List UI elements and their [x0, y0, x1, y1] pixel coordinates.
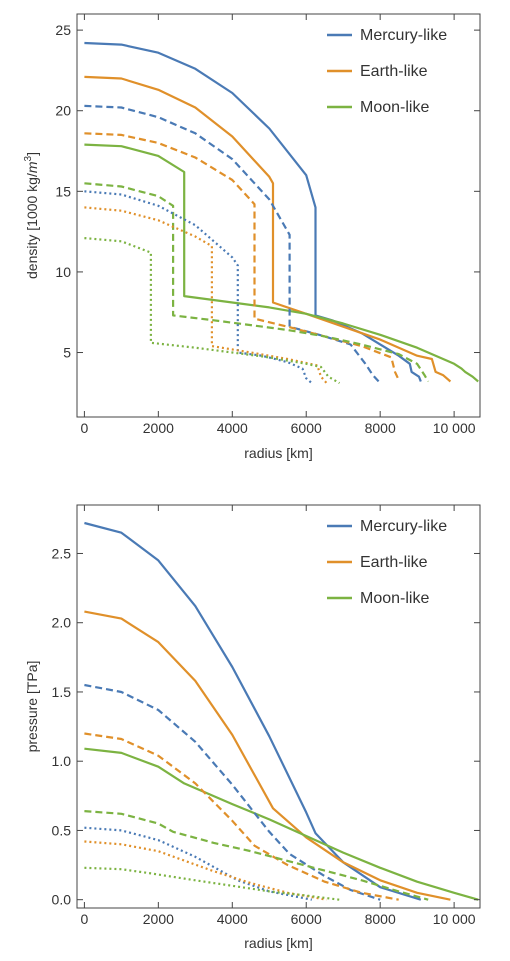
plot-frame — [76, 504, 481, 909]
x-tick-label: 0 — [80, 911, 88, 927]
x-axis-label: radius [km] — [244, 445, 312, 461]
density-chart-figure: 0 2000 4000 6000 8000 10 000 5 10 15 20 25 radius [… — [0, 0, 510, 475]
y-tick-label: 10 — [55, 264, 71, 280]
density-chart: 0 2000 4000 6000 8000 10 000 5 10 15 20 25 radius [… — [23, 13, 481, 461]
x-tick-label: 4000 — [217, 911, 248, 927]
series-line-earth-like — [84, 610, 451, 901]
plot-frame — [76, 13, 481, 418]
y-tick-label: 25 — [55, 22, 71, 38]
y-tick-label: 2.0 — [52, 615, 72, 631]
series-line-dotted-7 — [84, 206, 328, 384]
x-tick-label: 4000 — [217, 420, 248, 436]
y-tick-label: 0.5 — [52, 822, 72, 838]
x-tick-label: 2000 — [143, 420, 174, 436]
pressure-chart: 0 2000 4000 6000 8000 10 000 0.0 0.5 1.0 1.5 2.0 2.… — [24, 504, 481, 951]
x-tick-label: 0 — [80, 420, 88, 436]
y-tick-label: 15 — [55, 183, 71, 199]
x-tick-label: 10 000 — [433, 420, 476, 436]
y-tick-label: 2.5 — [52, 545, 72, 561]
series-line-dashed-4 — [84, 732, 399, 901]
legend-label-moon-like: Moon-like — [360, 99, 429, 116]
series-line-dashed-5 — [84, 810, 429, 901]
x-tick-label: 6000 — [291, 911, 322, 927]
series-line-moon-like — [84, 143, 479, 383]
x-tick-label: 2000 — [143, 911, 174, 927]
series-line-dotted-7 — [84, 840, 327, 901]
y-axis-label: pressure [TPa] — [24, 661, 40, 753]
series-line-dotted-8 — [84, 237, 341, 385]
x-tick-label: 8000 — [365, 420, 396, 436]
legend-label-moon-like: Moon-like — [360, 590, 429, 607]
series-line-dotted-6 — [84, 190, 313, 384]
series-line-mercury-like — [84, 41, 422, 382]
legend-label-mercury-like: Mercury-like — [360, 27, 447, 44]
series-line-earth-like — [84, 75, 452, 383]
series-line-mercury-like — [84, 521, 422, 901]
y-tick-label: 1.5 — [52, 684, 72, 700]
series-line-dashed-5 — [84, 182, 430, 383]
series-line-dotted-8 — [84, 866, 340, 901]
legend-label-mercury-like: Mercury-like — [360, 518, 447, 535]
series-line-dotted-6 — [84, 826, 313, 901]
y-tick-label: 5 — [63, 345, 71, 361]
x-tick-label: 6000 — [291, 420, 322, 436]
x-tick-label: 10 000 — [433, 911, 476, 927]
y-tick-label: 0.0 — [52, 892, 72, 908]
series-line-dashed-3 — [84, 104, 382, 384]
pressure-chart-figure: 0 2000 4000 6000 8000 10 000 0.0 0.5 1.0 1.5 2.0 2.… — [0, 485, 510, 961]
y-axis-label: density [1000 kg/m3] — [23, 152, 40, 279]
x-axis-label: radius [km] — [244, 935, 312, 951]
x-tick-label: 8000 — [365, 911, 396, 927]
legend-label-earth-like: Earth-like — [360, 554, 428, 571]
legend-label-earth-like: Earth-like — [360, 63, 428, 80]
y-tick-label: 1.0 — [52, 753, 72, 769]
series-line-dashed-4 — [84, 132, 400, 381]
series-line-moon-like — [84, 747, 479, 901]
y-tick-label: 20 — [55, 103, 71, 119]
series-line-dashed-3 — [84, 683, 381, 901]
